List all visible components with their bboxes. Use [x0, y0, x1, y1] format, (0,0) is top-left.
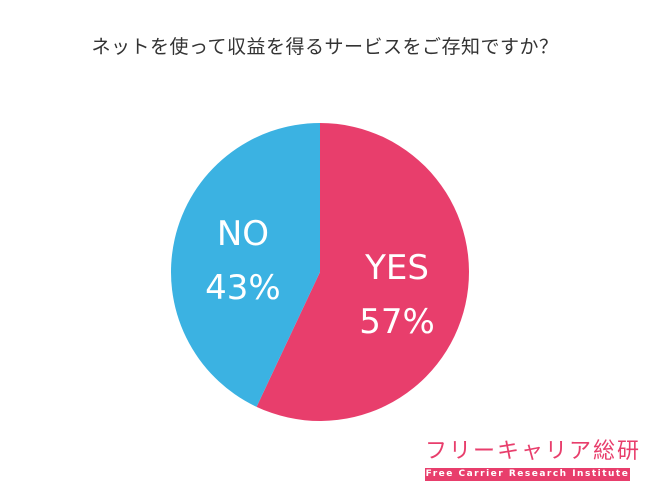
brand-subtitle: Free Carrier Research Institute [425, 468, 630, 481]
pie-slice-no [171, 123, 320, 407]
slice-label-yes: YES [364, 248, 429, 288]
slice-value-no: 43% [205, 268, 281, 308]
slice-label-no: NO [217, 214, 269, 254]
brand-logo: フリーキャリア総研 Free Carrier Research Institut… [425, 433, 642, 481]
pie-slice-yes [256, 123, 469, 421]
brand-name: フリーキャリア総研 [425, 439, 642, 464]
chart-title: ネットを使って収益を得るサービスをご存知ですか？ [91, 36, 559, 58]
slice-value-yes: 57% [359, 302, 435, 342]
